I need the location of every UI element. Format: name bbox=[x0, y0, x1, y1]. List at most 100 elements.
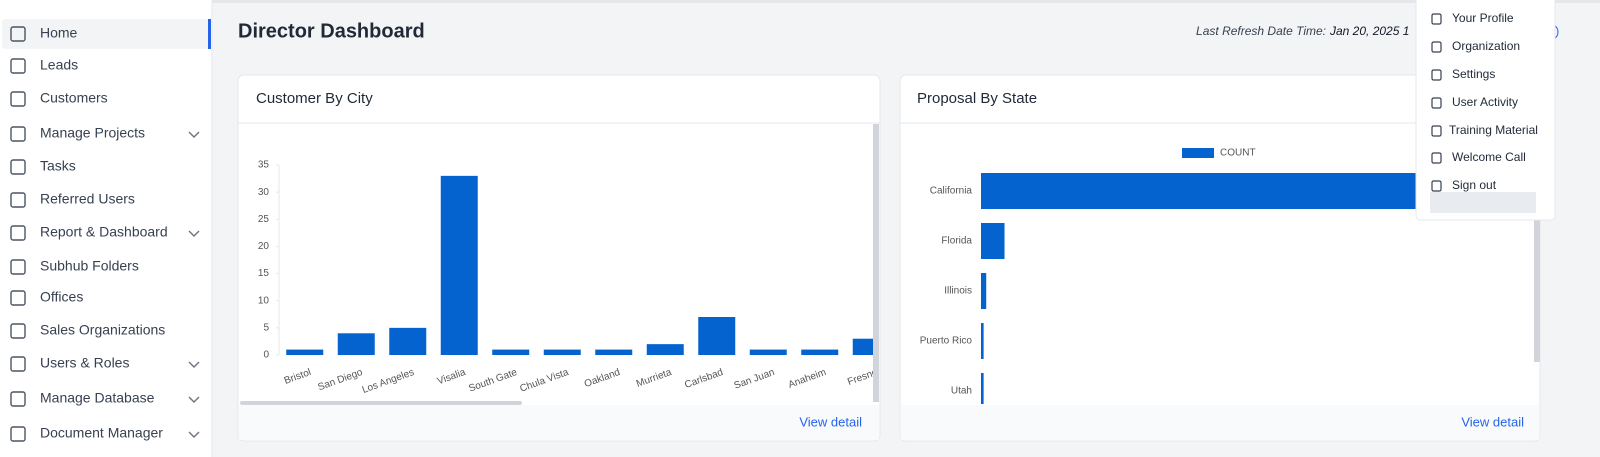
nav-item[interactable]: Manage Projects bbox=[10, 125, 200, 142]
refresh-value: Jan 20, 2025 1 bbox=[1329, 24, 1409, 38]
bar bbox=[749, 349, 787, 355]
chevron bbox=[188, 230, 200, 237]
bar bbox=[492, 349, 530, 355]
menu-item[interactable]: Your Profile bbox=[1431, 11, 1514, 25]
y-tick-label: 25 bbox=[258, 214, 270, 225]
nav-item[interactable]: Subhub Folders bbox=[10, 258, 139, 275]
menu-icon bbox=[1431, 180, 1442, 192]
menu-icon bbox=[1431, 125, 1442, 137]
y-tick-label: Utah bbox=[951, 386, 972, 397]
nav-label: Subhub Folders bbox=[40, 258, 139, 274]
bar bbox=[543, 349, 581, 355]
bar bbox=[981, 273, 987, 309]
nav-item[interactable]: Offices bbox=[10, 289, 83, 306]
nav-label: Referred Users bbox=[40, 191, 135, 207]
bar bbox=[801, 349, 839, 355]
y-tick-label: Puerto Rico bbox=[920, 336, 973, 347]
nav-icon bbox=[10, 323, 26, 339]
chevron bbox=[188, 396, 200, 403]
nav-item[interactable]: Sales Organizations bbox=[10, 322, 165, 339]
menu-item[interactable]: Sign out bbox=[1431, 178, 1497, 192]
menu-icon bbox=[1431, 41, 1442, 53]
nav-icon bbox=[10, 159, 26, 175]
blurred-block bbox=[1430, 192, 1536, 213]
menu-panel bbox=[1415, 0, 1556, 221]
nav-item[interactable]: Users & Roles bbox=[10, 355, 200, 372]
top-border bbox=[212, 0, 1600, 3]
chevron bbox=[188, 431, 200, 438]
legend-swatch bbox=[1182, 148, 1214, 158]
nav-item[interactable]: Document Manager bbox=[10, 425, 200, 442]
menu-item[interactable]: Welcome Call bbox=[1431, 150, 1526, 164]
nav-label: Report & Dashboard bbox=[40, 224, 168, 240]
nav-icon bbox=[10, 91, 26, 107]
nav-label: Tasks bbox=[40, 158, 76, 174]
menu-label: Your Profile bbox=[1452, 11, 1514, 25]
nav-icon bbox=[10, 26, 26, 42]
bar bbox=[440, 175, 478, 355]
refresh-label: Last Refresh Date Time: bbox=[1196, 24, 1326, 38]
menu-item[interactable]: User Activity bbox=[1431, 95, 1518, 109]
nav-icon bbox=[10, 58, 26, 74]
bar bbox=[595, 349, 633, 355]
menu-item[interactable]: Organization bbox=[1431, 39, 1520, 53]
bar bbox=[852, 338, 873, 355]
y-tick-label: 0 bbox=[263, 350, 269, 361]
nav-label: Document Manager bbox=[40, 425, 163, 441]
menu-item[interactable]: Training Material bbox=[1431, 123, 1538, 137]
view-detail-link[interactable]: View detail bbox=[1461, 414, 1524, 429]
sidebar-menu: Home Leads Customers Manage Projects Tasks Re… bbox=[2, 19, 211, 442]
nav-item[interactable]: Manage Database bbox=[10, 390, 200, 407]
y-tick-label: 15 bbox=[258, 268, 270, 279]
nav-label: Customers bbox=[40, 90, 108, 106]
nav-icon bbox=[10, 192, 26, 208]
bar bbox=[698, 317, 736, 355]
menu-label: Sign out bbox=[1452, 178, 1497, 192]
nav-label: Leads bbox=[40, 57, 78, 73]
nav-item[interactable]: Referred Users bbox=[10, 191, 135, 208]
nav-item[interactable]: Home bbox=[2, 19, 211, 49]
y-tick-label: Florida bbox=[941, 236, 972, 247]
y-tick-label: Illinois bbox=[944, 286, 972, 297]
bar bbox=[981, 323, 984, 359]
nav-icon bbox=[10, 225, 26, 241]
card-title: Customer By City bbox=[256, 90, 373, 107]
menu-icon bbox=[1431, 97, 1442, 109]
scrollbar[interactable] bbox=[873, 124, 879, 402]
nav-item[interactable]: Report & Dashboard bbox=[10, 224, 200, 241]
bar bbox=[337, 333, 375, 355]
nav-label: Sales Organizations bbox=[40, 322, 165, 338]
scrollbar[interactable] bbox=[240, 401, 522, 405]
chevron bbox=[188, 361, 200, 368]
nav-item[interactable]: Leads bbox=[10, 57, 78, 74]
nav-item[interactable]: Customers bbox=[10, 90, 108, 107]
menu-item[interactable]: Settings bbox=[1431, 67, 1495, 81]
nav-label: Home bbox=[40, 25, 78, 41]
bar bbox=[646, 344, 684, 355]
scrollbar[interactable] bbox=[1534, 124, 1540, 362]
y-tick-label: 35 bbox=[258, 160, 270, 171]
nav-icon bbox=[10, 426, 26, 442]
menu-label: Welcome Call bbox=[1452, 150, 1526, 164]
menu-label: User Activity bbox=[1452, 95, 1518, 109]
user-menu: Your Profile Organization Settings User Act… bbox=[1415, 0, 1556, 221]
nav-item[interactable]: Tasks bbox=[10, 158, 76, 175]
nav-icon bbox=[10, 259, 26, 275]
nav-icon bbox=[10, 290, 26, 306]
nav-icon bbox=[10, 356, 26, 372]
nav-icon bbox=[10, 126, 26, 142]
menu-icon bbox=[1431, 152, 1442, 164]
view-detail-link[interactable]: View detail bbox=[799, 414, 862, 429]
bar bbox=[981, 223, 1005, 259]
nav-label: Users & Roles bbox=[40, 355, 129, 371]
legend-label: COUNT bbox=[1220, 148, 1256, 159]
menu-icon bbox=[1431, 69, 1442, 81]
y-tick-label: 10 bbox=[258, 295, 270, 306]
menu-label: Training Material bbox=[1449, 123, 1538, 137]
menu-label: Organization bbox=[1452, 39, 1520, 53]
menu-label: Settings bbox=[1452, 67, 1495, 81]
page-title: Director Dashboard bbox=[238, 20, 425, 42]
card-footer bbox=[901, 405, 1539, 440]
